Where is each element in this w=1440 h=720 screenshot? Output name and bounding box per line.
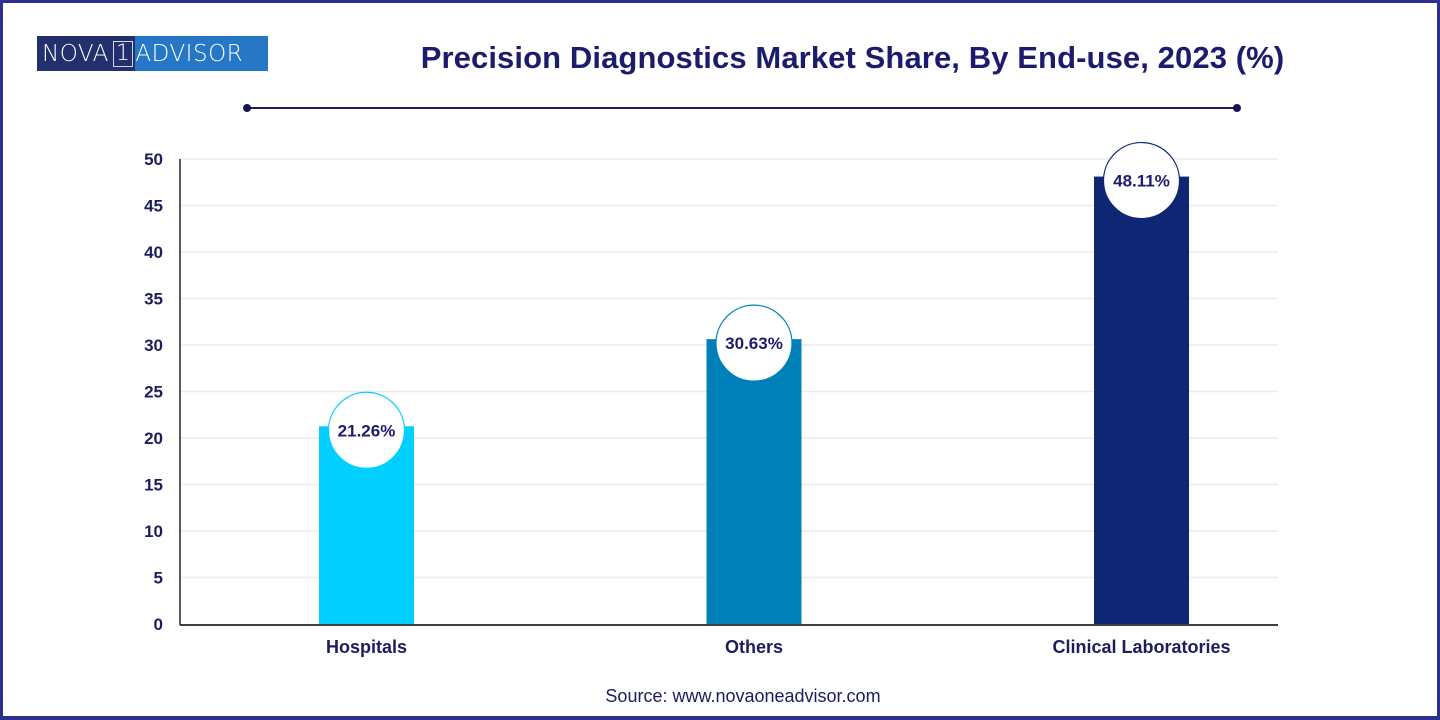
- chart-title: Precision Diagnostics Market Share, By E…: [420, 40, 1285, 75]
- y-tick-label: 45: [144, 197, 163, 216]
- data-label: 21.26%: [338, 421, 396, 440]
- bar: [706, 339, 802, 624]
- y-tick-label: 50: [144, 150, 163, 169]
- y-tick-label: 20: [144, 429, 163, 448]
- logo-right: ADVISOR: [135, 36, 268, 71]
- y-tick-label: 35: [144, 290, 163, 309]
- y-tick-label: 40: [144, 243, 163, 262]
- data-labels: 21.26% 30.63% 48.11%: [327, 141, 1181, 469]
- title-underline: [243, 104, 1241, 112]
- x-tick-label: Clinical Laboratories: [1052, 637, 1230, 657]
- logo-left: NOVA 1: [37, 36, 136, 71]
- data-label-bubble: [715, 304, 793, 382]
- axes: [179, 159, 1278, 626]
- source-note: Source: www.novaoneadvisor.com: [605, 686, 881, 706]
- logo-mark: 1: [112, 40, 134, 67]
- x-tick-label: Others: [725, 637, 783, 657]
- y-tick-label: 30: [144, 336, 163, 355]
- y-tick-label: 0: [154, 615, 163, 634]
- y-tick-labels: 0 5 10 15 20 25 30 35 40 45 50: [144, 150, 163, 634]
- logo-left-text: NOVA: [42, 40, 109, 67]
- underline-dot-right: [1233, 104, 1241, 112]
- brand-logo: NOVA 1 ADVISOR: [37, 36, 268, 71]
- y-tick-label: 10: [144, 522, 163, 541]
- data-label: 30.63%: [725, 334, 783, 353]
- x-tick-labels: Hospitals Others Clinical Laboratories: [326, 637, 1231, 657]
- y-tick-label: 15: [144, 476, 163, 495]
- data-label: 48.11%: [1113, 172, 1170, 191]
- bars: [319, 176, 1189, 624]
- y-tick-label: 25: [144, 383, 163, 402]
- underline-dot-left: [243, 104, 251, 112]
- x-tick-label: Hospitals: [326, 637, 407, 657]
- logo-right-text: ADVISOR: [135, 40, 244, 67]
- data-label-bubble: [1102, 141, 1181, 220]
- data-label-bubble: [327, 391, 406, 469]
- bar: [1094, 176, 1189, 624]
- y-tick-label: 5: [154, 569, 163, 588]
